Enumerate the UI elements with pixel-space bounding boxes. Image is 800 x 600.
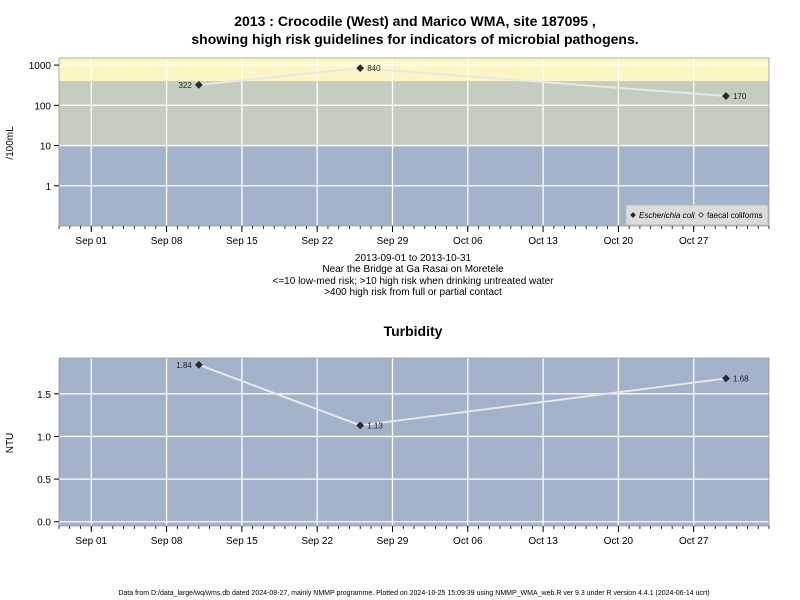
- data-label-1: 840: [367, 64, 381, 73]
- y-tick-label-1: 0.5: [37, 475, 51, 486]
- data-point-2: [722, 92, 730, 100]
- x-tick-label-6: Oct 13: [528, 236, 558, 247]
- x-tick-label-7: Oct 20: [604, 236, 634, 247]
- risk-band-0: [59, 58, 769, 82]
- y-tick-label-2: 100: [34, 101, 51, 112]
- data-point-0: [194, 80, 203, 89]
- x-tick-label-4: Sep 29: [377, 536, 409, 547]
- x-tick-label-3: Sep 22: [301, 536, 333, 547]
- data-point-1: [356, 421, 365, 430]
- x-tick-label-8: Oct 27: [679, 536, 709, 547]
- chart1-subtitle-guideline-drinking: <=10 low-med risk; >10 high risk when dr…: [273, 276, 555, 287]
- plot-background: [59, 358, 769, 526]
- y-tick-label-2: 1.0: [37, 432, 51, 443]
- footer-note: Data from D:/data_large/wq/wms.db dated …: [118, 590, 709, 597]
- legend-label-0: Escherichia coli: [639, 211, 695, 220]
- x-tick-label-2: Sep 15: [226, 236, 258, 247]
- legend-marker-0: [630, 212, 636, 218]
- legend-box: [625, 204, 769, 226]
- x-tick-label-1: Sep 08: [151, 536, 183, 547]
- y-tick-label-1: 10: [40, 142, 52, 153]
- data-label-1: 1.13: [367, 421, 383, 430]
- x-tick-label-5: Oct 06: [453, 536, 483, 547]
- chart2-title: Turbidity: [384, 323, 443, 339]
- x-tick-label-6: Oct 13: [528, 536, 558, 547]
- chart1-plot: Sep 01 Sep 08 Sep 15 Sep 22 Sep 29 Oct 06 Oct …: [29, 57, 770, 247]
- x-tick-label-0: Sep 01: [75, 236, 107, 247]
- y-tick-label-3: 1000: [29, 61, 52, 72]
- chart1-title-line1: 2013 : Crocodile (West) and Marico WMA, …: [234, 13, 596, 29]
- chart2-ylabel: NTU: [5, 433, 16, 454]
- y-tick-label-0: 0.0: [37, 518, 51, 529]
- x-tick-label-4: Sep 29: [377, 236, 409, 247]
- data-label-2: 1.68: [733, 374, 749, 383]
- legend-marker-1: [698, 212, 704, 218]
- chart1-ylabel: /100mL: [5, 126, 16, 160]
- data-label-0: 322: [178, 81, 192, 90]
- data-label-2: 170: [733, 92, 747, 101]
- chart1-subtitle-guideline-contact: >400 high risk from full or partial cont…: [324, 287, 502, 298]
- risk-band-1: [59, 81, 769, 146]
- data-point-1: [356, 64, 365, 73]
- data-label-0: 1.84: [176, 361, 192, 370]
- chart2-plot: Sep 01 Sep 08 Sep 15 Sep 22 Sep 29 Oct 06 Oct …: [37, 357, 770, 547]
- data-point-2: [722, 374, 730, 383]
- x-tick-label-3: Sep 22: [301, 236, 333, 247]
- y-tick-label-3: 1.5: [37, 390, 51, 401]
- legend-label-1: faecal coliforms: [707, 211, 763, 220]
- x-tick-label-5: Oct 06: [453, 236, 483, 247]
- chart1-subtitle-site: Near the Bridge at Ga Rasai on Moretele: [322, 264, 504, 275]
- chart1-subtitle-date-range: 2013-09-01 to 2013-10-31: [355, 253, 472, 264]
- x-tick-label-7: Oct 20: [604, 536, 634, 547]
- x-tick-label-0: Sep 01: [75, 536, 107, 547]
- legend: Escherichia coli faecal coliforms: [625, 204, 769, 226]
- y-tick-label-0: 1: [45, 182, 51, 193]
- x-tick-label-2: Sep 15: [226, 536, 258, 547]
- x-tick-label-1: Sep 08: [151, 236, 183, 247]
- chart1-title-line2: showing high risk guidelines for indicat…: [191, 31, 638, 47]
- x-tick-label-8: Oct 27: [679, 236, 709, 247]
- data-point-0: [194, 360, 203, 369]
